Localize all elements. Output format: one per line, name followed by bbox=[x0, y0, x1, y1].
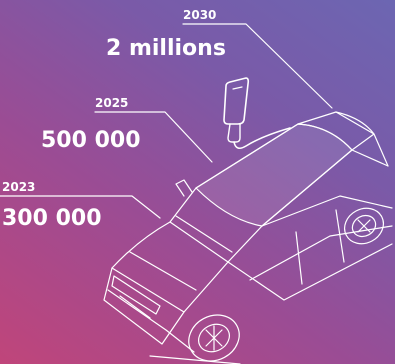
leader-line-2030 bbox=[182, 23, 333, 109]
milestone-year-2030: 2030 bbox=[183, 8, 217, 22]
leader-line-2023 bbox=[0, 195, 161, 219]
milestone-year-2025: 2025 bbox=[95, 96, 129, 110]
milestone-value-2030: 2 millions bbox=[106, 36, 226, 61]
leader-lines bbox=[0, 23, 333, 219]
milestone-value-2025: 500 000 bbox=[41, 128, 141, 153]
leader-line-2025 bbox=[94, 111, 213, 163]
electric-car-icon bbox=[103, 111, 393, 364]
charging-plug-icon bbox=[223, 77, 291, 150]
milestone-value-2023: 300 000 bbox=[2, 206, 102, 231]
milestone-year-2023: 2023 bbox=[2, 180, 36, 194]
